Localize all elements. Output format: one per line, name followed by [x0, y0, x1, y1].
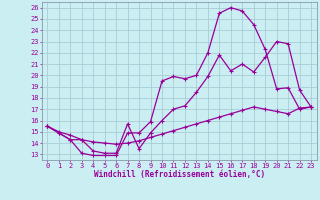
X-axis label: Windchill (Refroidissement éolien,°C): Windchill (Refroidissement éolien,°C) [94, 170, 265, 179]
